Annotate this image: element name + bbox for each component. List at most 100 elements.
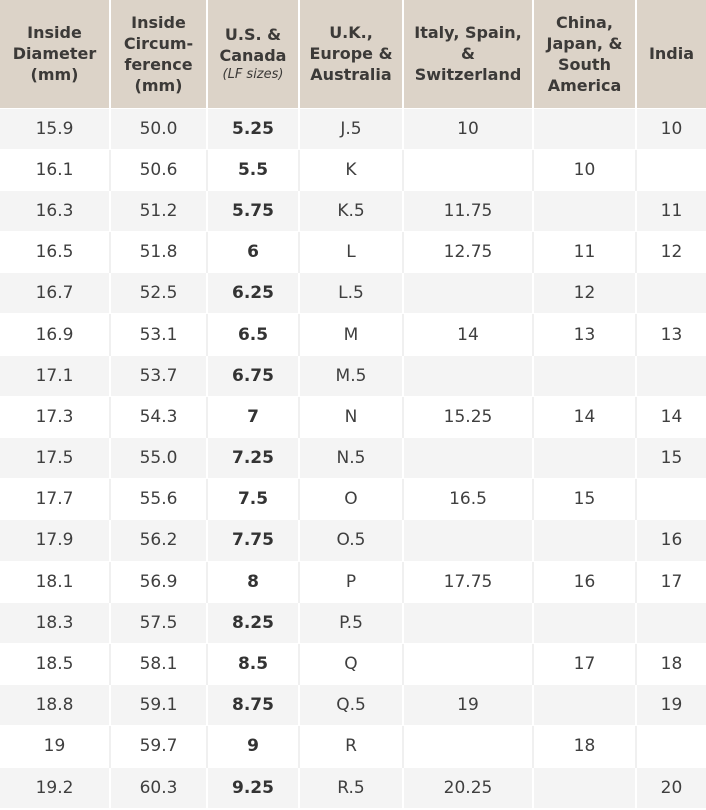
cell-inside-diameter: 15.9 xyxy=(0,107,111,150)
table-row: 17.5 55.0 7.25 N.5 15 xyxy=(0,436,706,479)
cell-china-japan-south-america: 17 xyxy=(533,642,637,685)
cell-inside-diameter: 17.1 xyxy=(0,354,111,397)
cell-uk-europe-australia: M.5 xyxy=(299,354,404,397)
cell-italy-spain-switzerland xyxy=(403,519,534,562)
header-line: U.K., xyxy=(329,23,373,43)
cell-us-canada: 5.75 xyxy=(207,189,300,232)
cell-inside-circumference: 52.5 xyxy=(110,272,208,314)
table-row: 15.9 50.0 5.25 J.5 10 10 xyxy=(0,107,706,150)
cell-uk-europe-australia: P xyxy=(299,560,404,603)
cell-india: 18 xyxy=(636,642,706,685)
cell-us-canada: 7.25 xyxy=(207,436,300,479)
cell-italy-spain-switzerland xyxy=(403,642,534,685)
cell-uk-europe-australia: Q.5 xyxy=(299,684,404,726)
table-row: 18.1 56.9 8 P 17.75 16 17 xyxy=(0,560,706,603)
cell-india xyxy=(636,148,706,191)
header-line: South xyxy=(558,54,611,74)
cell-italy-spain-switzerland: 19 xyxy=(403,684,534,726)
header-china-japan-south-america: China, Japan, & South America xyxy=(533,0,637,108)
header-line: Japan, & xyxy=(546,33,623,53)
header-row: Inside Diameter (mm) Inside Circum-ference (m… xyxy=(0,0,706,108)
cell-uk-europe-australia: N xyxy=(299,395,404,438)
table-row: 18.8 59.1 8.75 Q.5 19 19 xyxy=(0,684,706,726)
cell-india xyxy=(636,601,706,644)
cell-china-japan-south-america xyxy=(533,601,637,644)
cell-inside-diameter: 19.2 xyxy=(0,766,111,809)
cell-inside-diameter: 16.1 xyxy=(0,148,111,191)
cell-china-japan-south-america xyxy=(533,766,637,809)
header-line: Diameter xyxy=(12,44,97,64)
cell-italy-spain-switzerland: 14 xyxy=(403,313,534,356)
cell-inside-circumference: 54.3 xyxy=(110,395,208,438)
table-row: 16.5 51.8 6 L 12.75 11 12 xyxy=(0,231,706,273)
cell-inside-circumference: 50.6 xyxy=(110,148,208,191)
cell-india xyxy=(636,478,706,520)
cell-inside-diameter: 18.1 xyxy=(0,560,111,603)
cell-inside-diameter: 17.3 xyxy=(0,395,111,438)
cell-italy-spain-switzerland: 12.75 xyxy=(403,231,534,273)
cell-india: 16 xyxy=(636,519,706,562)
cell-china-japan-south-america xyxy=(533,519,637,562)
cell-uk-europe-australia: L xyxy=(299,231,404,273)
cell-china-japan-south-america xyxy=(533,189,637,232)
cell-china-japan-south-america: 14 xyxy=(533,395,637,438)
cell-uk-europe-australia: Q xyxy=(299,642,404,685)
cell-inside-circumference: 55.0 xyxy=(110,436,208,479)
cell-inside-circumference: 59.7 xyxy=(110,725,208,767)
cell-inside-circumference: 55.6 xyxy=(110,478,208,520)
cell-inside-diameter: 16.7 xyxy=(0,272,111,314)
cell-inside-diameter: 17.9 xyxy=(0,519,111,562)
cell-uk-europe-australia: L.5 xyxy=(299,272,404,314)
header-line: ference xyxy=(124,54,193,74)
cell-uk-europe-australia: K.5 xyxy=(299,189,404,232)
cell-india: 20 xyxy=(636,766,706,809)
header-line: Inside xyxy=(27,23,82,43)
cell-italy-spain-switzerland: 16.5 xyxy=(403,478,534,520)
table-row: 17.1 53.7 6.75 M.5 xyxy=(0,354,706,397)
cell-india xyxy=(636,354,706,397)
cell-india: 19 xyxy=(636,684,706,726)
header-inside-diameter: Inside Diameter (mm) xyxy=(0,0,111,108)
cell-india xyxy=(636,272,706,314)
cell-inside-diameter: 19 xyxy=(0,725,111,767)
cell-inside-circumference: 58.1 xyxy=(110,642,208,685)
cell-india xyxy=(636,725,706,767)
cell-inside-circumference: 53.1 xyxy=(110,313,208,356)
cell-india: 12 xyxy=(636,231,706,273)
cell-china-japan-south-america xyxy=(533,436,637,479)
header-line: & xyxy=(461,44,475,64)
cell-china-japan-south-america: 11 xyxy=(533,231,637,273)
cell-uk-europe-australia: P.5 xyxy=(299,601,404,644)
cell-inside-diameter: 16.3 xyxy=(0,189,111,232)
cell-inside-circumference: 56.9 xyxy=(110,560,208,603)
cell-us-canada: 5.25 xyxy=(207,107,300,150)
cell-inside-circumference: 53.7 xyxy=(110,354,208,397)
cell-italy-spain-switzerland xyxy=(403,436,534,479)
cell-uk-europe-australia: J.5 xyxy=(299,107,404,150)
cell-us-canada: 7.75 xyxy=(207,519,300,562)
header-uk-europe-australia: U.K., Europe & Australia xyxy=(299,0,404,108)
header-line: Europe & xyxy=(309,44,393,64)
cell-us-canada: 6.5 xyxy=(207,313,300,356)
cell-uk-europe-australia: M xyxy=(299,313,404,356)
cell-inside-diameter: 18.3 xyxy=(0,601,111,644)
header-inside-circumference: Inside Circum-ference (mm) xyxy=(110,0,208,108)
header-line: (mm) xyxy=(30,65,79,85)
cell-us-canada: 8.5 xyxy=(207,642,300,685)
cell-us-canada: 8.75 xyxy=(207,684,300,726)
header-line: U.S. & xyxy=(224,24,282,44)
cell-china-japan-south-america: 18 xyxy=(533,725,637,767)
header-us-canada: U.S. & Canada (LF sizes) xyxy=(207,0,300,108)
cell-italy-spain-switzerland xyxy=(403,272,534,314)
cell-us-canada: 8.25 xyxy=(207,601,300,644)
table-row: 17.3 54.3 7 N 15.25 14 14 xyxy=(0,395,706,438)
cell-inside-circumference: 60.3 xyxy=(110,766,208,809)
cell-italy-spain-switzerland: 11.75 xyxy=(403,189,534,232)
table-row: 16.9 53.1 6.5 M 14 13 13 xyxy=(0,313,706,356)
cell-italy-spain-switzerland xyxy=(403,601,534,644)
cell-inside-diameter: 18.5 xyxy=(0,642,111,685)
table-header: Inside Diameter (mm) Inside Circum-ference (m… xyxy=(0,0,706,108)
cell-inside-circumference: 51.2 xyxy=(110,189,208,232)
cell-italy-spain-switzerland xyxy=(403,148,534,191)
